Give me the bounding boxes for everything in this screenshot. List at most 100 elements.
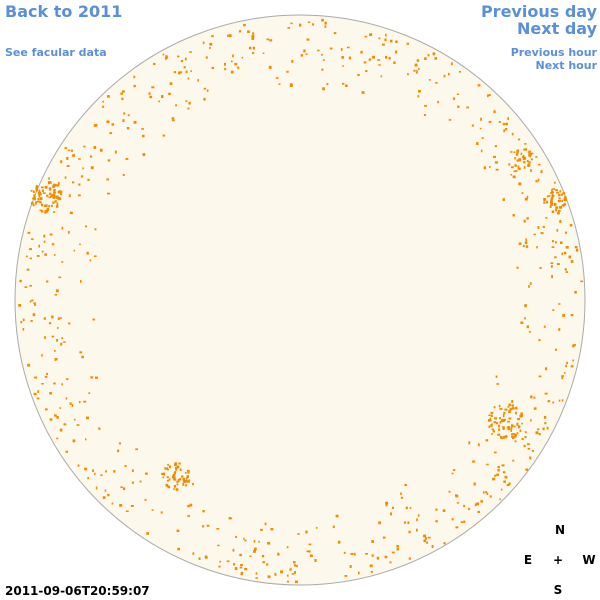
facula — [303, 49, 306, 53]
facula — [499, 498, 502, 501]
facula — [511, 399, 514, 403]
facula — [65, 450, 68, 453]
facula — [406, 42, 410, 45]
facula — [558, 328, 561, 331]
facula — [514, 157, 516, 160]
next-hour-link[interactable]: Next hour — [536, 59, 598, 72]
facula — [451, 472, 454, 475]
facula — [36, 255, 40, 257]
facula — [516, 151, 519, 155]
facula — [456, 93, 459, 96]
facula — [488, 425, 491, 429]
facula — [22, 318, 25, 322]
facula — [174, 462, 178, 465]
facula — [146, 532, 149, 535]
facula — [255, 572, 258, 575]
facula — [39, 201, 42, 204]
facula — [423, 534, 427, 538]
facula — [542, 427, 545, 431]
facula — [404, 484, 408, 487]
facula — [33, 376, 37, 379]
facula — [266, 38, 270, 41]
facula — [107, 493, 110, 497]
facula — [493, 421, 496, 424]
facula — [261, 555, 265, 558]
facula — [187, 479, 191, 482]
facula — [580, 280, 584, 283]
facula — [353, 552, 356, 556]
facula — [48, 322, 52, 325]
facula — [343, 551, 346, 554]
facula — [35, 188, 39, 192]
facula — [322, 59, 325, 61]
facula — [267, 542, 271, 545]
facula — [376, 556, 380, 560]
facula — [554, 256, 557, 259]
facula — [347, 46, 350, 49]
next-day-link[interactable]: Next day — [517, 19, 598, 38]
facula — [524, 148, 528, 151]
facula — [173, 478, 177, 481]
facular-link[interactable]: See facular data — [5, 46, 107, 59]
facula — [104, 489, 107, 492]
facula — [384, 38, 387, 42]
facula — [144, 498, 147, 501]
facula — [51, 243, 55, 246]
facula — [289, 568, 292, 571]
facula — [63, 423, 67, 426]
facula — [543, 198, 547, 201]
facula — [538, 375, 542, 378]
facula — [497, 428, 501, 431]
facula — [83, 145, 86, 148]
facula — [417, 95, 420, 98]
compass-east: E — [524, 553, 532, 567]
facula — [57, 197, 61, 200]
facula — [526, 217, 529, 220]
facula — [240, 571, 244, 575]
prev-hour-link[interactable]: Previous hour — [511, 46, 598, 59]
facula — [35, 376, 38, 379]
facula — [168, 465, 171, 469]
facula — [508, 417, 512, 420]
facula — [253, 540, 256, 543]
facula — [443, 74, 446, 78]
facula — [521, 192, 524, 194]
facula — [504, 408, 508, 411]
facula — [145, 472, 148, 475]
facula — [400, 492, 402, 495]
facula — [491, 428, 494, 431]
facula — [53, 382, 56, 385]
facula — [551, 191, 554, 194]
facula — [556, 263, 560, 266]
facula — [561, 399, 564, 402]
facula — [49, 181, 52, 184]
solar-disk — [14, 14, 586, 586]
facula — [480, 500, 484, 503]
facula — [530, 158, 533, 161]
facula — [253, 550, 256, 553]
back-link[interactable]: Back to 2011 — [5, 2, 122, 21]
facula — [227, 34, 230, 37]
facula — [498, 404, 501, 408]
facula — [92, 318, 96, 321]
facula — [228, 517, 231, 520]
prev-day-link[interactable]: Previous day — [481, 2, 598, 21]
facula — [173, 485, 177, 488]
facula — [287, 27, 291, 29]
facula — [38, 244, 41, 248]
facula — [416, 69, 418, 73]
facula — [529, 152, 533, 156]
facula — [49, 187, 52, 191]
facula — [266, 563, 269, 566]
compass-north: N — [555, 523, 565, 537]
facula — [483, 491, 485, 494]
facula — [551, 193, 554, 197]
facula — [390, 39, 393, 43]
facula — [524, 317, 526, 320]
facula — [306, 550, 309, 553]
facula — [513, 170, 516, 173]
facula — [64, 147, 68, 150]
facula — [557, 211, 560, 215]
facula — [572, 359, 575, 362]
facula — [206, 524, 210, 527]
